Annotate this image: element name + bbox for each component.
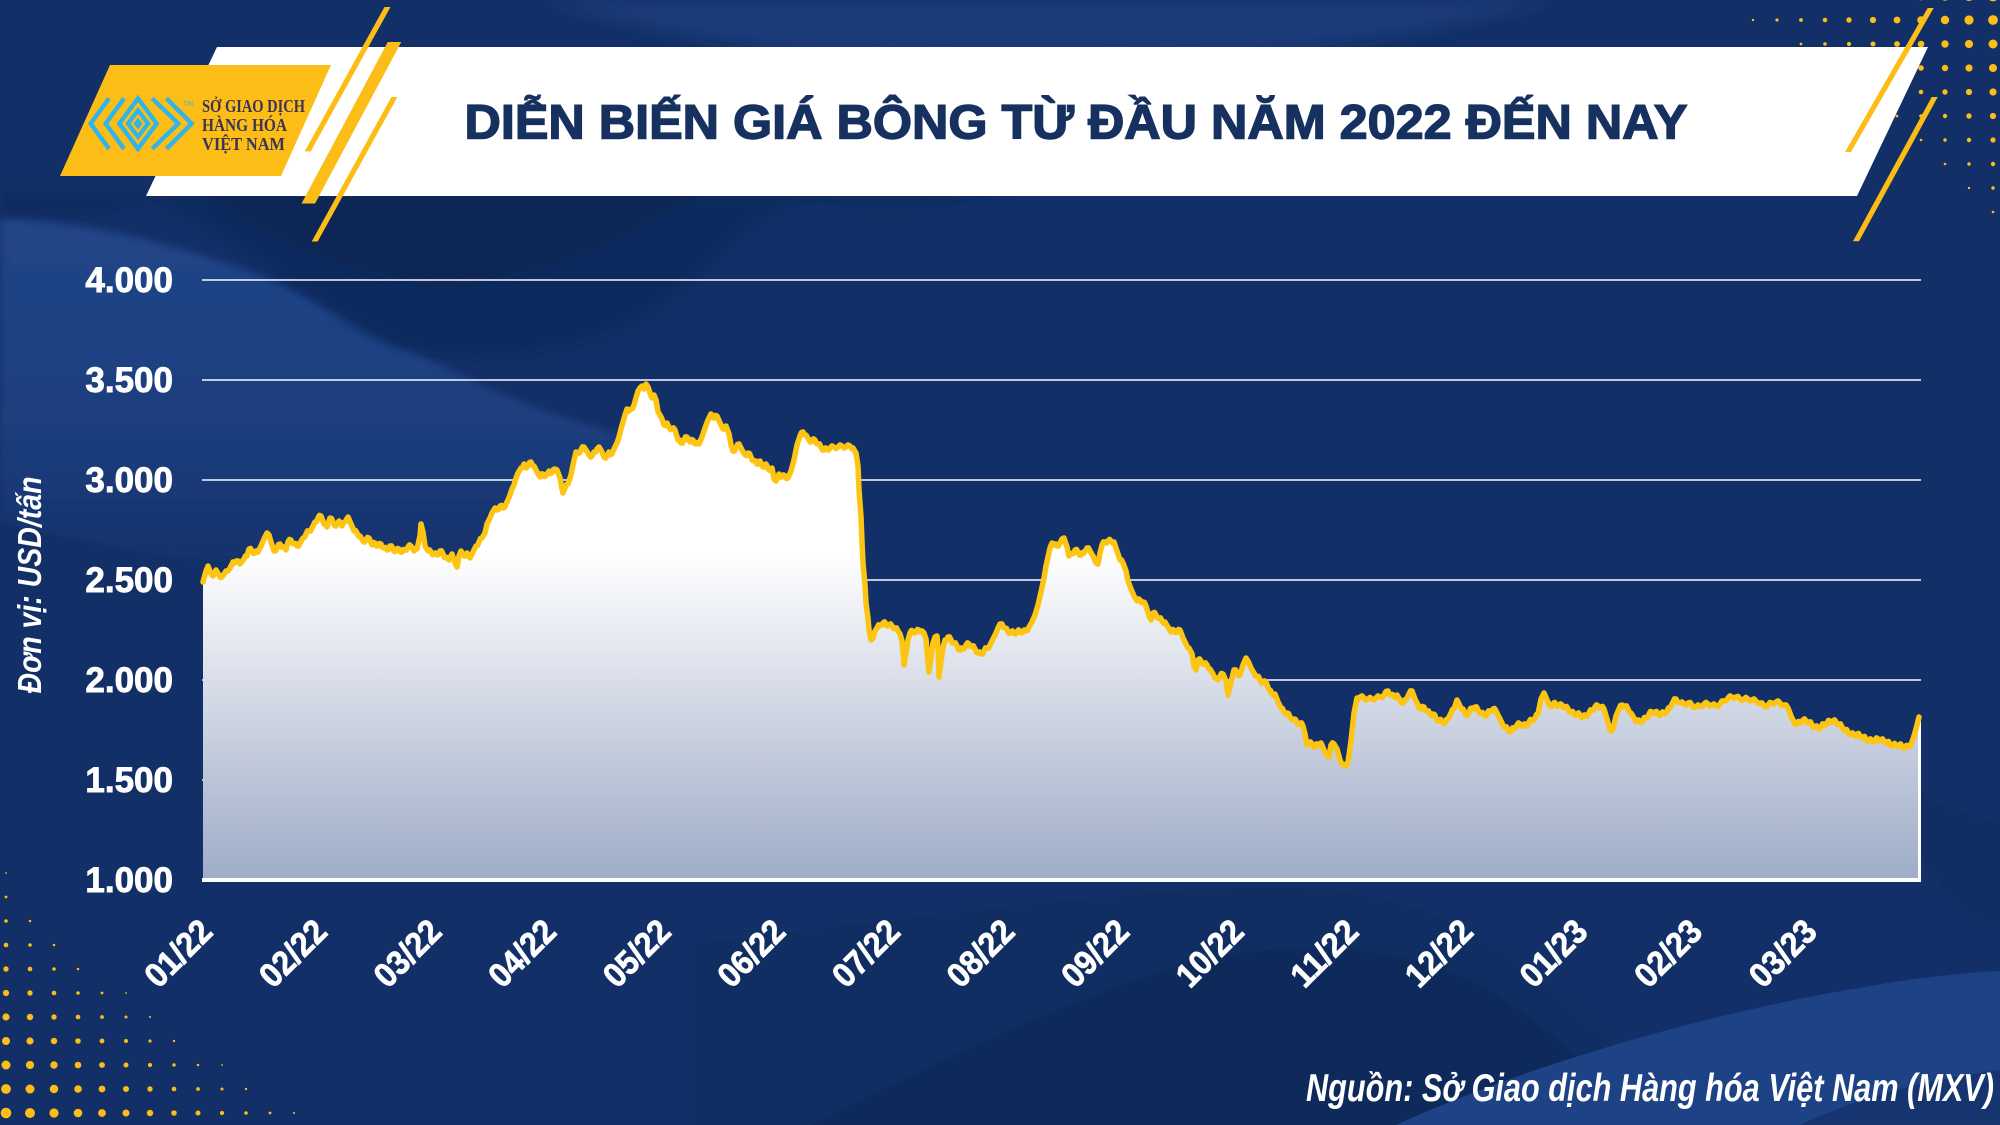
- svg-text:1.000: 1.000: [85, 861, 173, 900]
- svg-text:2.000: 2.000: [85, 661, 173, 700]
- svg-text:3.000: 3.000: [85, 461, 173, 500]
- svg-text:TM: TM: [183, 99, 194, 108]
- svg-text:SỞ GIAO DỊCH: SỞ GIAO DỊCH: [202, 96, 305, 116]
- svg-text:3.500: 3.500: [85, 361, 173, 400]
- svg-text:VIỆT NAM: VIỆT NAM: [202, 134, 285, 154]
- svg-text:10/22: 10/22: [1169, 912, 1252, 995]
- svg-text:Nguồn: Sở Giao dịch Hàng hóa V: Nguồn: Sở Giao dịch Hàng hóa Việt Nam (M…: [1306, 1067, 1994, 1110]
- svg-text:2.500: 2.500: [85, 561, 173, 600]
- svg-text:4.000: 4.000: [85, 261, 173, 300]
- svg-text:HÀNG HÓA: HÀNG HÓA: [202, 115, 287, 135]
- svg-text:Đơn vị: USD/tấn: Đơn vị: USD/tấn: [11, 477, 48, 694]
- svg-text:DIỄN BIẾN GIÁ BÔNG TỪ ĐẦU NĂM: DIỄN BIẾN GIÁ BÔNG TỪ ĐẦU NĂM 2022 ĐẾN N…: [465, 95, 1688, 150]
- svg-text:1.500: 1.500: [85, 761, 173, 800]
